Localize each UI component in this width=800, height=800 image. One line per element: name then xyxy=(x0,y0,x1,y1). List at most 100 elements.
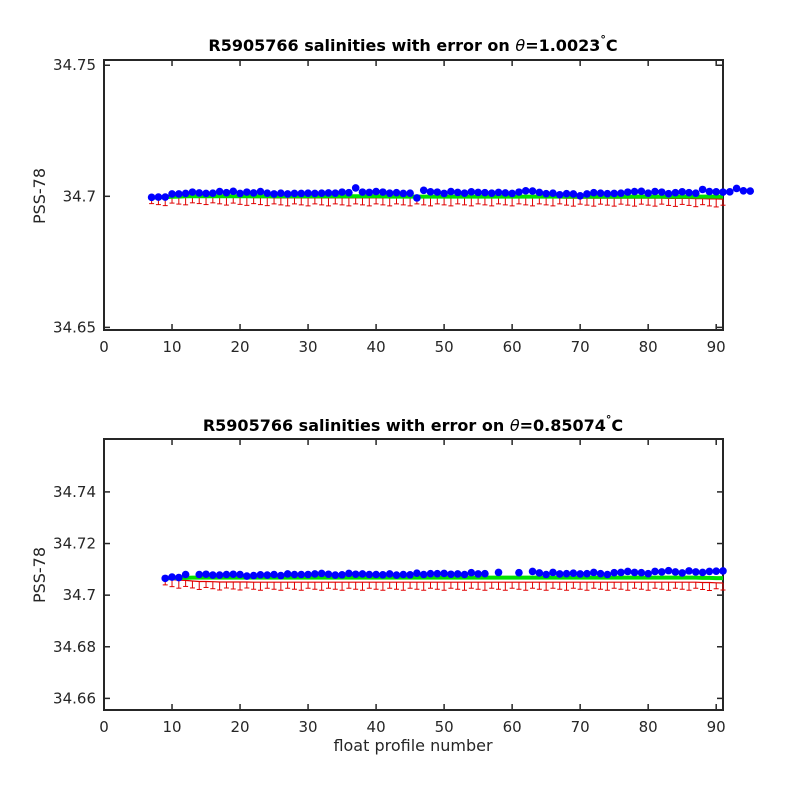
bottom-chart-title: R5905766 salinities with error on θ=0.85… xyxy=(203,413,623,435)
float-salinity-point xyxy=(270,570,278,579)
float-salinity-point xyxy=(256,187,265,196)
float-salinity-point xyxy=(249,571,258,580)
x-tick-label: 50 xyxy=(435,338,454,356)
y-tick-label: 34.75 xyxy=(53,56,96,74)
float-salinity-point xyxy=(317,569,326,578)
float-salinity-point xyxy=(297,189,306,198)
float-salinity-point xyxy=(243,188,251,196)
float-salinity-point xyxy=(617,568,625,577)
float-salinity-point xyxy=(419,186,428,195)
float-salinity-point xyxy=(406,570,414,579)
float-salinity-point xyxy=(494,568,503,577)
float-salinity-point xyxy=(685,188,693,197)
float-salinity-point xyxy=(188,188,197,196)
top-chart-panel: R5905766 salinities with error on θ=1.00… xyxy=(30,33,755,356)
float-salinity-point xyxy=(365,188,374,197)
float-salinity-point xyxy=(338,570,346,579)
float-salinity-point xyxy=(460,189,469,197)
float-salinity-point xyxy=(249,189,258,197)
bottom-chart-xlabel: float profile number xyxy=(333,736,493,755)
float-salinity-point xyxy=(426,569,435,578)
top-chart-title: R5905766 salinities with error on θ=1.00… xyxy=(208,33,617,55)
float-salinity-point xyxy=(664,189,673,198)
float-salinity-point xyxy=(345,569,353,578)
float-salinity-point xyxy=(583,190,591,198)
float-salinity-point xyxy=(467,188,476,196)
float-salinity-point xyxy=(732,184,741,193)
x-tick-label: 30 xyxy=(299,338,318,356)
float-salinity-point xyxy=(256,570,265,579)
x-tick-label: 40 xyxy=(367,718,386,736)
float-salinity-point xyxy=(535,188,544,197)
float-salinity-point xyxy=(487,189,496,197)
float-salinity-point xyxy=(528,187,537,195)
float-salinity-point xyxy=(719,188,727,196)
float-salinity-point xyxy=(623,188,632,196)
float-salinity-point xyxy=(501,189,510,197)
float-salinity-point xyxy=(678,188,686,196)
float-salinity-point xyxy=(175,573,183,582)
float-salinity-point xyxy=(209,571,217,579)
float-salinity-point xyxy=(555,570,564,578)
float-salinity-point xyxy=(698,185,707,194)
float-salinity-point xyxy=(324,189,333,197)
float-salinity-point xyxy=(263,189,272,197)
float-salinity-point xyxy=(222,188,231,197)
x-tick-label: 80 xyxy=(639,338,658,356)
x-tick-label: 40 xyxy=(367,338,386,356)
float-salinity-point xyxy=(161,574,170,583)
float-salinity-point xyxy=(637,187,646,196)
float-salinity-point xyxy=(263,571,272,579)
float-salinity-point xyxy=(691,568,700,576)
float-salinity-point xyxy=(521,187,530,195)
float-salinity-point xyxy=(154,193,163,201)
float-salinity-point xyxy=(385,570,394,578)
x-tick-label: 0 xyxy=(99,718,109,736)
float-salinity-point xyxy=(617,189,625,197)
x-tick-label: 10 xyxy=(162,338,181,356)
float-salinity-point xyxy=(508,189,516,198)
bottom-chart-panel: R5905766 salinities with error on θ=0.85… xyxy=(30,413,727,755)
float-salinity-point xyxy=(535,569,544,577)
float-salinity-point xyxy=(222,570,231,579)
x-tick-label: 70 xyxy=(571,718,590,736)
mapped-salinity-line xyxy=(151,194,723,200)
float-salinity-point xyxy=(379,570,387,579)
float-salinity-point xyxy=(195,189,204,197)
float-salinity-point xyxy=(542,189,550,198)
float-salinity-point xyxy=(447,187,455,196)
float-salinity-point xyxy=(283,570,292,578)
float-salinity-point xyxy=(467,568,476,577)
float-salinity-point xyxy=(413,194,421,202)
float-salinity-point xyxy=(549,568,557,577)
float-salinity-point xyxy=(413,569,421,578)
float-salinity-point xyxy=(460,570,469,579)
float-salinity-point xyxy=(270,190,278,198)
float-salinity-point xyxy=(358,188,367,196)
x-tick-label: 50 xyxy=(435,718,454,736)
float-salinity-point xyxy=(726,188,734,196)
float-salinity-point xyxy=(657,188,666,196)
float-salinity-point xyxy=(528,567,537,576)
float-salinity-point xyxy=(644,189,652,197)
float-salinity-point xyxy=(698,568,707,577)
x-tick-label: 20 xyxy=(230,718,249,736)
x-tick-label: 0 xyxy=(99,338,109,356)
float-salinity-point xyxy=(202,189,210,198)
y-tick-label: 34.66 xyxy=(53,689,96,707)
float-salinity-point xyxy=(562,569,571,578)
top-chart-ylabel: PSS-78 xyxy=(30,168,49,224)
float-salinity-point xyxy=(202,570,210,579)
float-salinity-point xyxy=(372,570,380,579)
x-tick-label: 90 xyxy=(707,718,726,736)
float-salinity-point xyxy=(304,189,312,197)
float-salinity-point xyxy=(317,189,326,197)
float-salinity-point xyxy=(351,184,360,192)
float-salinity-point xyxy=(474,188,482,197)
x-tick-label: 90 xyxy=(707,338,726,356)
x-tick-label: 20 xyxy=(230,338,249,356)
float-salinity-point xyxy=(311,570,319,578)
y-tick-label: 34.74 xyxy=(53,483,96,501)
float-salinity-point xyxy=(712,188,720,196)
